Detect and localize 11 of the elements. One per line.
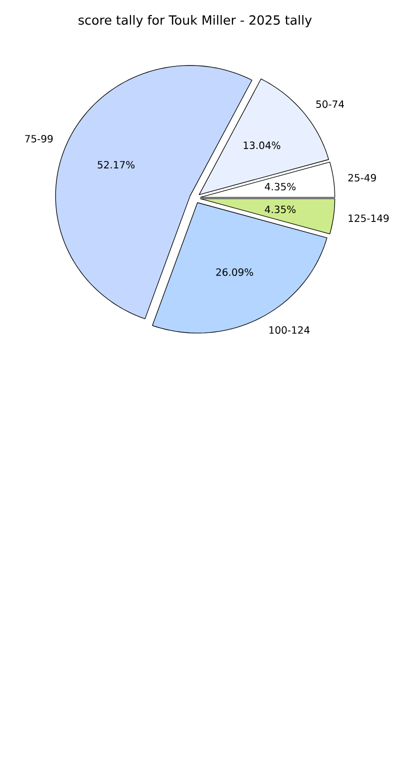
chart-title: score tally for Touk Miller - 2025 tally <box>78 15 312 28</box>
slice-label: 100-124 <box>270 326 310 334</box>
data-label: 26.09% <box>216 268 254 276</box>
slice-label: 125-149 <box>348 214 389 222</box>
data-label: 4.35% <box>264 206 296 214</box>
data-label: 4.35% <box>264 182 296 190</box>
slice-label: 75-99 <box>25 134 53 143</box>
slice-label: 25-49 <box>348 174 376 182</box>
slice-label: 50-74 <box>316 100 344 108</box>
data-label: 52.17% <box>98 160 135 169</box>
data-label: 13.04% <box>244 142 280 150</box>
